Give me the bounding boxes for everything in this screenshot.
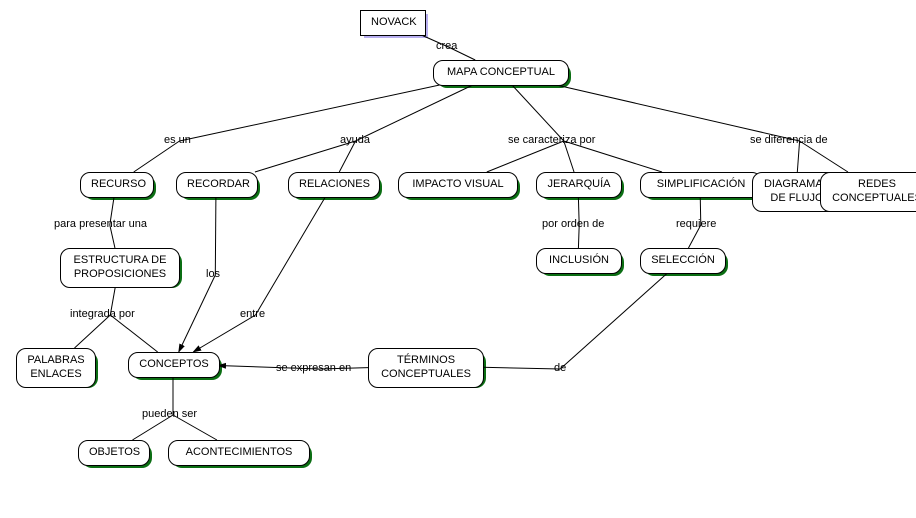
edge-label-los: los xyxy=(206,268,220,280)
edge-label-se_expresan: se expresan en xyxy=(276,362,351,374)
node-seleccion: SELECCIÓN xyxy=(640,248,726,274)
edge-label-por_orden: por orden de xyxy=(542,218,604,230)
edge-seg xyxy=(179,275,216,352)
node-conceptos: CONCEPTOS xyxy=(128,352,220,378)
edge-label-ayuda: ayuda xyxy=(340,134,370,146)
edge-seg xyxy=(552,84,799,141)
edge-label-se_caracteriza: se caracteriza por xyxy=(508,134,595,146)
edge-seg xyxy=(256,196,326,315)
node-simplificacion: SIMPLIFICACIÓN xyxy=(640,172,762,198)
node-mapa: MAPA CONCEPTUAL xyxy=(433,60,569,86)
node-acontecimientos: ACONTECIMIENTOS xyxy=(168,440,310,466)
edge-seg xyxy=(180,84,445,141)
edge-seg xyxy=(193,315,255,352)
node-palabras: PALABRAS ENLACES xyxy=(16,348,96,388)
node-redes: REDES CONCEPTUALES xyxy=(820,172,916,212)
edge-seg xyxy=(482,367,560,369)
edge-seg xyxy=(215,196,216,275)
edge-seg xyxy=(356,84,475,141)
edge-label-es_un: es un xyxy=(164,134,191,146)
edge-seg xyxy=(110,315,157,352)
node-inclusion: INCLUSIÓN xyxy=(536,248,622,274)
node-objetos: OBJETOS xyxy=(78,440,150,466)
node-jerarquia: JERARQUÍA xyxy=(536,172,622,198)
edge-label-para_presentar: para presentar una xyxy=(54,218,147,230)
node-recordar: RECORDAR xyxy=(176,172,258,198)
edge-label-se_diferencia: se diferencia de xyxy=(750,134,828,146)
node-relaciones: RELACIONES xyxy=(288,172,380,198)
node-impacto: IMPACTO VISUAL xyxy=(398,172,518,198)
edge-label-pueden_ser: pueden ser xyxy=(142,408,197,420)
edge-seg xyxy=(511,84,564,141)
edge-label-crea: crea xyxy=(436,40,457,52)
edge-label-integrada_por: integrada por xyxy=(70,308,135,320)
edge-label-requiere: requiere xyxy=(676,218,716,230)
edge-label-de: de xyxy=(554,362,566,374)
edge-seg xyxy=(560,272,668,369)
node-novack: NOVACK xyxy=(360,10,426,36)
node-estructura: ESTRUCTURA DE PROPOSICIONES xyxy=(60,248,180,288)
node-terminos: TÉRMINOS CONCEPTUALES xyxy=(368,348,484,388)
edge-label-entre: entre xyxy=(240,308,265,320)
node-recurso: RECURSO xyxy=(80,172,154,198)
